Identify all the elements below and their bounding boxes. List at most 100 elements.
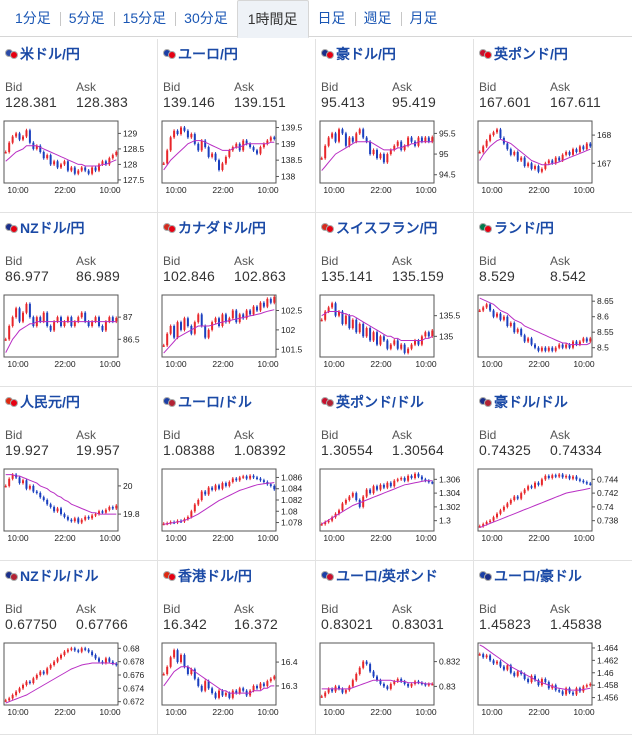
x-tick-label: 22:00 bbox=[528, 185, 550, 195]
mini-candle-chart[interactable]: 87 86.5 10:00 22:00 10:00 bbox=[0, 291, 158, 387]
rate-panel-6[interactable]: スイスフラン/円 Bid Ask 135.141 135.159 135.5 13… bbox=[316, 213, 474, 387]
rate-panel-15[interactable]: ユーロ/豪ドル Bid Ask 1.45823 1.45838 1.464 1.4… bbox=[474, 561, 632, 735]
ask-value: 0.74334 bbox=[550, 442, 603, 458]
pair-name[interactable]: カナダドル/円 bbox=[178, 220, 266, 236]
pair-title[interactable]: ユーロ/ドル bbox=[163, 393, 252, 411]
rate-panel-0[interactable]: 米ドル/円 Bid Ask 128.381 128.383 129 128.5 12… bbox=[0, 39, 158, 213]
rate-panel-7[interactable]: ランド/円 Bid Ask 8.529 8.542 8.65 8.6 8.55 8.5… bbox=[474, 213, 632, 387]
rate-panel-14[interactable]: ユーロ/英ポンド Bid Ask 0.83021 0.83031 0.832 0.… bbox=[316, 561, 474, 735]
y-tick-label: 0.74 bbox=[597, 502, 614, 512]
pair-title[interactable]: 豪ドル/ドル bbox=[479, 393, 568, 411]
candle-body bbox=[544, 475, 547, 480]
pair-name[interactable]: 英ポンド/円 bbox=[494, 46, 568, 62]
tab-7[interactable]: 月足 bbox=[400, 0, 447, 37]
mini-candle-chart[interactable]: 0.832 0.83 10:00 22:00 10:00 bbox=[316, 639, 474, 735]
pair-name[interactable]: 香港ドル/円 bbox=[178, 568, 252, 584]
moving-average-line bbox=[163, 482, 275, 525]
pair-title[interactable]: 香港ドル/円 bbox=[163, 567, 252, 585]
y-tick-label: 1.306 bbox=[439, 474, 461, 484]
rate-panel-1[interactable]: ユーロ/円 Bid Ask 139.146 139.151 139.5 139 13… bbox=[158, 39, 316, 213]
tab-0[interactable]: 1分足 bbox=[15, 9, 51, 26]
pair-name[interactable]: スイスフラン/円 bbox=[336, 220, 438, 236]
pair-title[interactable]: 英ポンド/円 bbox=[479, 45, 568, 63]
rate-panel-10[interactable]: 英ポンド/ドル Bid Ask 1.30554 1.30564 1.306 1.3… bbox=[316, 387, 474, 561]
pair-title[interactable]: 人民元/円 bbox=[5, 393, 80, 411]
pair-name[interactable]: 英ポンド/ドル bbox=[336, 394, 424, 410]
pair-title[interactable]: ユーロ/英ポンド bbox=[321, 567, 438, 585]
pair-title[interactable]: ユーロ/豪ドル bbox=[479, 567, 582, 585]
pair-name[interactable]: ユーロ/豪ドル bbox=[494, 568, 582, 584]
rate-panel-5[interactable]: カナダドル/円 Bid Ask 102.846 102.863 102.5 102… bbox=[158, 213, 316, 387]
candle-body bbox=[35, 145, 38, 149]
candle-body bbox=[578, 146, 581, 152]
rate-panel-12[interactable]: NZドル/ドル Bid Ask 0.67750 0.67766 0.68 0.67… bbox=[0, 561, 158, 735]
tab-5[interactable]: 日足 bbox=[317, 9, 346, 26]
candle-body bbox=[523, 674, 526, 679]
candle-body bbox=[431, 683, 434, 686]
candle-body bbox=[400, 678, 403, 682]
y-tick-label: 102 bbox=[281, 325, 295, 335]
rate-panel-11[interactable]: 豪ドル/ドル Bid Ask 0.74325 0.74334 0.744 0.74… bbox=[474, 387, 632, 561]
y-tick-label: 1.46 bbox=[597, 668, 614, 678]
candle-body bbox=[358, 129, 361, 134]
rate-panel-3[interactable]: 英ポンド/円 Bid Ask 167.601 167.611 168 167 10:… bbox=[474, 39, 632, 213]
rate-panel-9[interactable]: ユーロ/ドル Bid Ask 1.08388 1.08392 1.086 1.08… bbox=[158, 387, 316, 561]
pair-name[interactable]: 人民元/円 bbox=[20, 394, 80, 410]
pair-title[interactable]: スイスフラン/円 bbox=[321, 219, 437, 237]
bid-value: 0.83021 bbox=[321, 616, 374, 632]
pair-name[interactable]: 米ドル/円 bbox=[20, 46, 80, 62]
pair-title[interactable]: 米ドル/円 bbox=[5, 45, 80, 63]
rate-panel-2[interactable]: 豪ドル/円 Bid Ask 95.413 95.419 95.5 95 94.5 10… bbox=[316, 39, 474, 213]
pair-title[interactable]: NZドル/円 bbox=[5, 219, 85, 237]
moving-average-line bbox=[163, 140, 275, 171]
candle-body bbox=[589, 483, 592, 485]
pair-title[interactable]: 豪ドル/円 bbox=[321, 45, 396, 63]
pair-title[interactable]: NZドル/ドル bbox=[5, 567, 99, 585]
pair-name[interactable]: NZドル/円 bbox=[20, 220, 85, 236]
pair-name[interactable]: 豪ドル/円 bbox=[336, 46, 396, 62]
mini-candle-chart[interactable]: 16.4 16.3 10:00 22:00 10:00 bbox=[158, 639, 316, 735]
mini-candle-chart[interactable]: 135.5 135 10:00 22:00 10:00 bbox=[316, 291, 474, 387]
pair-name[interactable]: ランド/円 bbox=[494, 220, 554, 236]
rate-panel-13[interactable]: 香港ドル/円 Bid Ask 16.342 16.372 16.4 16.3 10:… bbox=[158, 561, 316, 735]
bid-label: Bid bbox=[321, 602, 339, 616]
tab-3[interactable]: 30分足 bbox=[175, 0, 237, 37]
candle-body bbox=[101, 661, 104, 664]
pair-name[interactable]: ユーロ/ドル bbox=[178, 394, 252, 410]
pair-name[interactable]: ユーロ/円 bbox=[178, 46, 238, 62]
candle-body bbox=[32, 317, 35, 326]
pair-name[interactable]: ユーロ/英ポンド bbox=[336, 568, 438, 584]
tab-6[interactable]: 週足 bbox=[354, 0, 401, 37]
tab-1[interactable]: 5分足 bbox=[59, 0, 114, 37]
tab-4[interactable]: 1時間足 bbox=[236, 0, 309, 38]
pair-title[interactable]: カナダドル/円 bbox=[163, 219, 266, 237]
tab-2[interactable]: 15分足 bbox=[113, 0, 176, 37]
candle-body bbox=[115, 152, 118, 156]
rate-panel-4[interactable]: NZドル/円 Bid Ask 86.977 86.989 87 86.5 10:00… bbox=[0, 213, 158, 387]
mini-candle-chart[interactable]: 20 19.8 10:00 22:00 10:00 bbox=[0, 465, 158, 561]
candle-body bbox=[431, 482, 434, 484]
rate-panel-8[interactable]: 人民元/円 Bid Ask 19.927 19.957 20 19.8 10:00 2… bbox=[0, 387, 158, 561]
x-tick-label: 10:00 bbox=[323, 359, 345, 369]
candle-body bbox=[478, 152, 481, 154]
candle-body bbox=[162, 523, 165, 526]
pair-title[interactable]: ユーロ/円 bbox=[163, 45, 238, 63]
candle-body bbox=[523, 157, 526, 167]
candle-body bbox=[35, 491, 38, 494]
mini-candle-chart[interactable]: 8.658.68.558.510:00 22:00 10:00 bbox=[474, 291, 632, 387]
mini-candle-chart[interactable]: 168 167 10:00 22:00 10:00 bbox=[474, 117, 632, 213]
pair-name[interactable]: NZドル/ドル bbox=[20, 568, 99, 584]
pair-name[interactable]: 豪ドル/ドル bbox=[494, 394, 568, 410]
pair-title[interactable]: ランド/円 bbox=[479, 219, 554, 237]
candle-body bbox=[231, 690, 234, 698]
pair-title[interactable]: 英ポンド/ドル bbox=[321, 393, 424, 411]
